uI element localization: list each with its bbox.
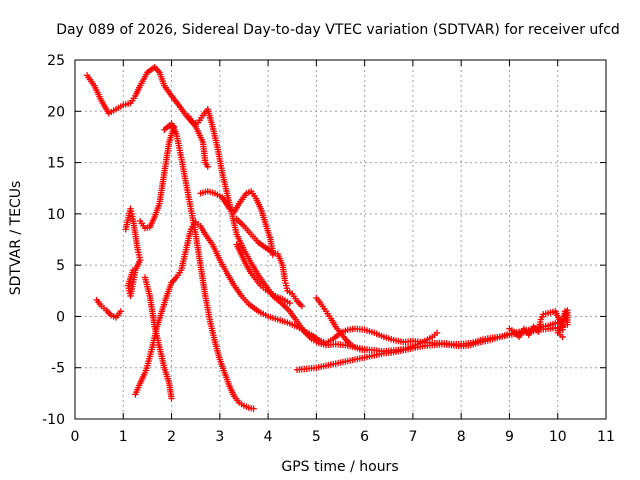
data-point-track-6 bbox=[117, 308, 125, 315]
y-axis-label: SDTVAR / TECUs bbox=[8, 181, 24, 296]
x-tick-label: 1 bbox=[119, 429, 128, 445]
x-tick-label: 5 bbox=[312, 429, 321, 445]
y-tick-label: -10 bbox=[42, 412, 65, 428]
y-tick-label: 25 bbox=[47, 53, 65, 69]
data-point-track-1 bbox=[433, 329, 441, 337]
x-tick-label: 6 bbox=[360, 429, 369, 445]
y-tick-label: 0 bbox=[56, 309, 65, 325]
data-point-track-13 bbox=[361, 347, 368, 354]
data-point-track-4 bbox=[129, 267, 137, 274]
data-point-track-10 bbox=[298, 302, 306, 310]
y-tick-label: 10 bbox=[47, 207, 65, 223]
x-tick-label: 10 bbox=[549, 429, 567, 445]
data-point-track-2 bbox=[250, 405, 257, 412]
y-tick-label: -5 bbox=[51, 361, 65, 377]
data-point-track-3 bbox=[204, 163, 211, 170]
data-point-track-8 bbox=[168, 395, 175, 402]
y-tick-label: 15 bbox=[47, 156, 65, 172]
tick-layer: 0 1 2 3 4 5 6 7 8 9 10 11 -10 -5 0 5 10 15 20 25 bbox=[42, 53, 615, 445]
grid-layer bbox=[75, 60, 606, 419]
data-point-track-5 bbox=[170, 123, 178, 130]
x-tick-label: 2 bbox=[167, 429, 176, 445]
chart-title: Day 089 of 2026, Sidereal Day-to-day VTE… bbox=[56, 22, 620, 38]
x-axis-label: GPS time / hours bbox=[281, 459, 398, 475]
plot-frame bbox=[74, 59, 607, 420]
data-point-track-11 bbox=[286, 299, 294, 307]
data-points-layer bbox=[83, 63, 571, 412]
x-tick-label: 3 bbox=[215, 429, 224, 445]
data-point-track-14 bbox=[559, 333, 566, 341]
y-tick-label: 5 bbox=[56, 258, 65, 274]
x-tick-label: 8 bbox=[457, 429, 466, 445]
x-tick-label: 0 bbox=[71, 429, 80, 445]
x-tick-label: 9 bbox=[505, 429, 514, 445]
y-tick-label: 20 bbox=[47, 104, 65, 120]
x-tick-label: 4 bbox=[264, 429, 273, 445]
x-tick-label: 7 bbox=[408, 429, 417, 445]
x-tick-label: 11 bbox=[597, 429, 615, 445]
